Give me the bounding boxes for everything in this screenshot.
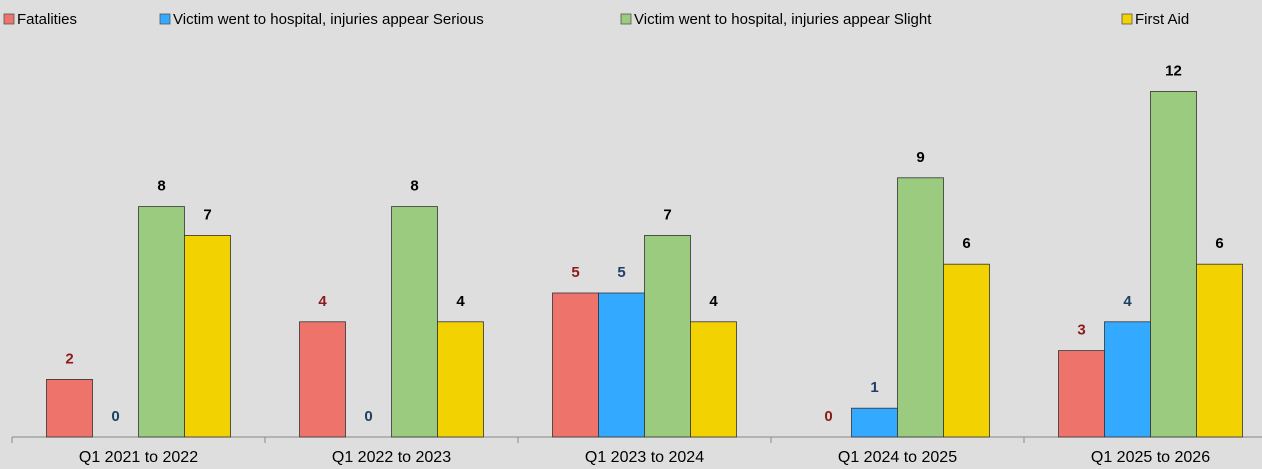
legend-label: Victim went to hospital, injuries appear… — [173, 11, 484, 28]
value-label: 6 — [962, 235, 970, 252]
legend-label: Victim went to hospital, injuries appear… — [634, 11, 932, 28]
value-label: 9 — [916, 149, 924, 166]
bar — [184, 234, 231, 438]
value-label: 7 — [203, 206, 211, 223]
legend-swatch — [620, 13, 632, 25]
value-label: 5 — [617, 264, 625, 281]
bar — [138, 206, 185, 438]
bar — [552, 292, 599, 438]
value-label: 1 — [870, 379, 878, 396]
value-label: 6 — [1215, 235, 1223, 252]
x-tick-label: Q1 2024 to 2025 — [838, 449, 957, 466]
value-label: 0 — [824, 408, 832, 425]
bar — [1104, 321, 1151, 438]
bar — [644, 234, 691, 438]
legend-swatch — [1121, 13, 1133, 25]
bar — [690, 321, 737, 438]
value-label: 0 — [364, 408, 372, 425]
bar — [897, 177, 944, 438]
legend-label: Fatalities — [17, 11, 77, 28]
value-label: 8 — [410, 178, 418, 195]
value-label: 3 — [1077, 322, 1085, 339]
x-tick-label: Q1 2025 to 2026 — [1091, 449, 1210, 466]
bar — [1058, 350, 1105, 438]
value-label: 2 — [65, 350, 73, 367]
bar — [391, 206, 438, 438]
value-label: 8 — [157, 178, 165, 195]
bar — [851, 407, 898, 438]
value-label: 5 — [571, 264, 579, 281]
x-tick-label: Q1 2022 to 2023 — [332, 449, 451, 466]
bar — [943, 263, 990, 438]
x-tick-label: Q1 2023 to 2024 — [585, 449, 704, 466]
x-tick-label: Q1 2021 to 2022 — [79, 449, 198, 466]
legend-swatch — [3, 13, 15, 25]
value-label: 4 — [456, 293, 465, 310]
value-label: 0 — [111, 408, 119, 425]
bar — [46, 378, 93, 438]
value-label: 4 — [1123, 293, 1132, 310]
bar — [437, 321, 484, 438]
value-label: 4 — [318, 293, 327, 310]
legend-label: First Aid — [1135, 11, 1189, 28]
bar — [598, 292, 645, 438]
legend-swatch — [159, 13, 171, 25]
bar — [299, 321, 346, 438]
value-label: 7 — [663, 206, 671, 223]
value-label: 12 — [1165, 62, 1182, 79]
bar — [1196, 263, 1243, 438]
bar — [1150, 91, 1197, 438]
value-label: 4 — [709, 293, 718, 310]
